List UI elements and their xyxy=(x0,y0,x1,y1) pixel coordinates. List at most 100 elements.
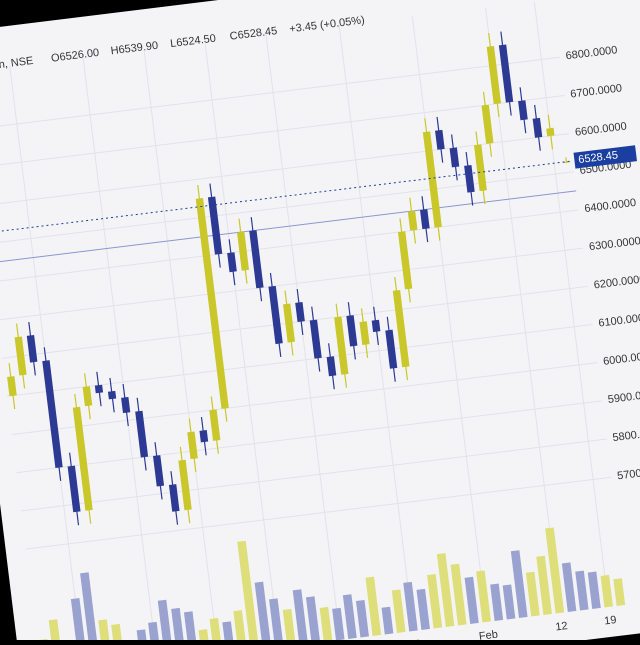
volume-bar xyxy=(575,570,589,611)
candle-body xyxy=(385,329,398,369)
candle-body xyxy=(14,336,27,376)
volume-bar xyxy=(381,606,394,635)
candle-body xyxy=(199,430,209,443)
candle-body xyxy=(518,100,528,121)
candle-body xyxy=(82,386,93,407)
volume-bar xyxy=(332,607,345,641)
candle-body xyxy=(546,127,555,137)
volume-bar xyxy=(561,562,577,612)
volume-bar xyxy=(70,598,89,645)
candle-body xyxy=(135,410,149,458)
candle-body xyxy=(178,459,192,511)
candle-body xyxy=(282,303,295,343)
grid-line-vertical xyxy=(265,34,341,640)
candle-body xyxy=(67,465,81,513)
volume-bar xyxy=(157,599,174,645)
candle-body xyxy=(359,321,370,346)
volume-bar xyxy=(282,608,296,645)
grid-line-vertical xyxy=(82,56,158,645)
volume-bar xyxy=(490,583,504,621)
volume-bar xyxy=(427,574,443,629)
candle-body xyxy=(481,104,494,144)
volume-bar xyxy=(171,607,186,645)
header-low: L6524.50 xyxy=(170,33,217,51)
candle-body xyxy=(392,290,410,368)
volume-bar xyxy=(600,574,613,608)
candle-body xyxy=(473,144,487,192)
volume-bar xyxy=(502,584,516,620)
candle-body xyxy=(152,455,165,487)
candle-body xyxy=(449,147,460,168)
volume-bar xyxy=(319,606,333,642)
y-tick-label: 5900.0000 xyxy=(607,388,640,406)
last-price-label: 6528.45 xyxy=(578,149,619,166)
volume-bar xyxy=(536,555,552,615)
candle-body xyxy=(498,44,514,103)
volume-bar xyxy=(436,553,455,627)
volume-bar xyxy=(222,621,235,645)
volume-bar xyxy=(403,581,418,632)
grid-line xyxy=(6,324,593,397)
volume-bar xyxy=(237,540,260,645)
y-tick-label: 6100.0000 xyxy=(598,311,640,329)
volume-bar xyxy=(545,527,565,614)
candle-body xyxy=(94,384,104,394)
candle-body xyxy=(407,210,418,231)
candle-body xyxy=(532,117,543,138)
volume-bar xyxy=(305,596,321,644)
candle-body xyxy=(371,319,381,333)
last-price-box xyxy=(573,145,637,169)
candle-body xyxy=(464,165,475,193)
candle-body xyxy=(334,316,349,375)
volume-bar xyxy=(365,576,382,636)
reference-line xyxy=(0,190,577,264)
volume-bar xyxy=(342,594,357,639)
y-tick-label: 6200.0000 xyxy=(593,273,640,291)
candle-body xyxy=(26,334,38,363)
volume-bar xyxy=(355,599,369,638)
y-tick-label: 6300.0000 xyxy=(588,235,640,253)
grid-line xyxy=(20,438,607,512)
y-tick-label: 5800.0000 xyxy=(612,426,640,444)
volume-bar xyxy=(587,571,601,609)
volume-bar xyxy=(416,588,430,630)
volume-bar xyxy=(48,619,64,645)
header-high: H6539.90 xyxy=(110,40,159,58)
candle-body xyxy=(7,376,17,397)
candle-body xyxy=(107,390,117,400)
grid-line xyxy=(25,476,612,550)
candle-body xyxy=(187,431,198,460)
candle-body xyxy=(227,252,237,273)
candle-body xyxy=(326,356,337,377)
volume-bar xyxy=(254,581,272,645)
candle-body xyxy=(237,231,250,271)
grid-line xyxy=(0,247,584,321)
grid-line-vertical xyxy=(533,1,610,608)
candle-body xyxy=(121,396,131,414)
header-close: C6528.45 xyxy=(229,25,278,43)
volume-bar xyxy=(464,576,479,624)
grid-line xyxy=(2,285,588,359)
x-tick-label: Feb xyxy=(478,629,498,640)
grid-line xyxy=(0,209,579,283)
candle-body xyxy=(207,196,223,255)
grid-line xyxy=(16,400,603,474)
volume-bar xyxy=(525,571,540,617)
candle-body xyxy=(397,231,413,290)
volume-bar xyxy=(391,589,406,633)
grid-line-vertical xyxy=(143,49,219,645)
x-tick-label: 19 xyxy=(604,614,618,627)
volume-bar xyxy=(613,578,626,606)
last-price-line xyxy=(0,160,573,234)
volume-bar xyxy=(269,598,284,645)
candle-body xyxy=(209,409,221,441)
candle-body xyxy=(422,131,442,228)
volume-bar xyxy=(450,563,467,626)
candle-body xyxy=(42,360,63,468)
y-tick-label: 6000.0000 xyxy=(602,350,640,368)
candle-body xyxy=(168,484,180,512)
candle-body xyxy=(195,197,229,409)
